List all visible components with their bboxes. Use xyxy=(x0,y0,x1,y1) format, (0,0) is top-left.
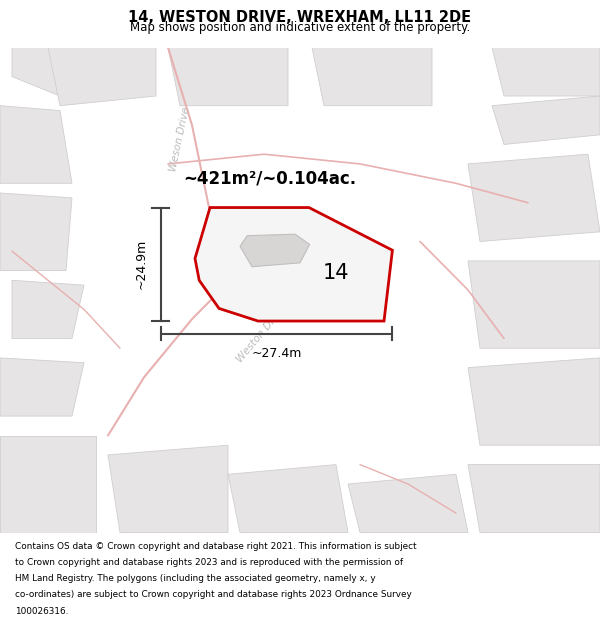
Polygon shape xyxy=(48,48,156,106)
Text: 100026316.: 100026316. xyxy=(15,606,68,616)
Text: ~24.9m: ~24.9m xyxy=(134,239,148,289)
Text: to Crown copyright and database rights 2023 and is reproduced with the permissio: to Crown copyright and database rights 2… xyxy=(15,558,403,567)
Text: ~421m²/~0.104ac.: ~421m²/~0.104ac. xyxy=(183,169,356,187)
Polygon shape xyxy=(195,208,392,321)
Polygon shape xyxy=(0,193,72,271)
Text: 14: 14 xyxy=(323,263,349,283)
Polygon shape xyxy=(492,48,600,96)
Text: 14, WESTON DRIVE, WREXHAM, LL11 2DE: 14, WESTON DRIVE, WREXHAM, LL11 2DE xyxy=(128,11,472,26)
Polygon shape xyxy=(108,445,228,532)
Polygon shape xyxy=(468,261,600,348)
Polygon shape xyxy=(228,464,348,532)
Text: Weston Drive: Weston Drive xyxy=(235,304,287,364)
Polygon shape xyxy=(12,48,96,96)
Polygon shape xyxy=(0,436,96,532)
Polygon shape xyxy=(468,358,600,445)
Text: Contains OS data © Crown copyright and database right 2021. This information is : Contains OS data © Crown copyright and d… xyxy=(15,542,416,551)
Text: ~27.4m: ~27.4m xyxy=(251,348,302,360)
Polygon shape xyxy=(492,96,600,144)
Polygon shape xyxy=(240,234,310,267)
Polygon shape xyxy=(0,106,72,183)
Polygon shape xyxy=(348,474,468,532)
Polygon shape xyxy=(312,48,432,106)
Text: Weson Drive: Weson Drive xyxy=(168,106,192,173)
Text: HM Land Registry. The polygons (including the associated geometry, namely x, y: HM Land Registry. The polygons (includin… xyxy=(15,574,376,583)
Polygon shape xyxy=(0,358,84,416)
Polygon shape xyxy=(468,464,600,532)
Polygon shape xyxy=(12,280,84,339)
Text: co-ordinates) are subject to Crown copyright and database rights 2023 Ordnance S: co-ordinates) are subject to Crown copyr… xyxy=(15,590,412,599)
Text: Map shows position and indicative extent of the property.: Map shows position and indicative extent… xyxy=(130,21,470,34)
Polygon shape xyxy=(168,48,288,106)
Polygon shape xyxy=(468,154,600,241)
